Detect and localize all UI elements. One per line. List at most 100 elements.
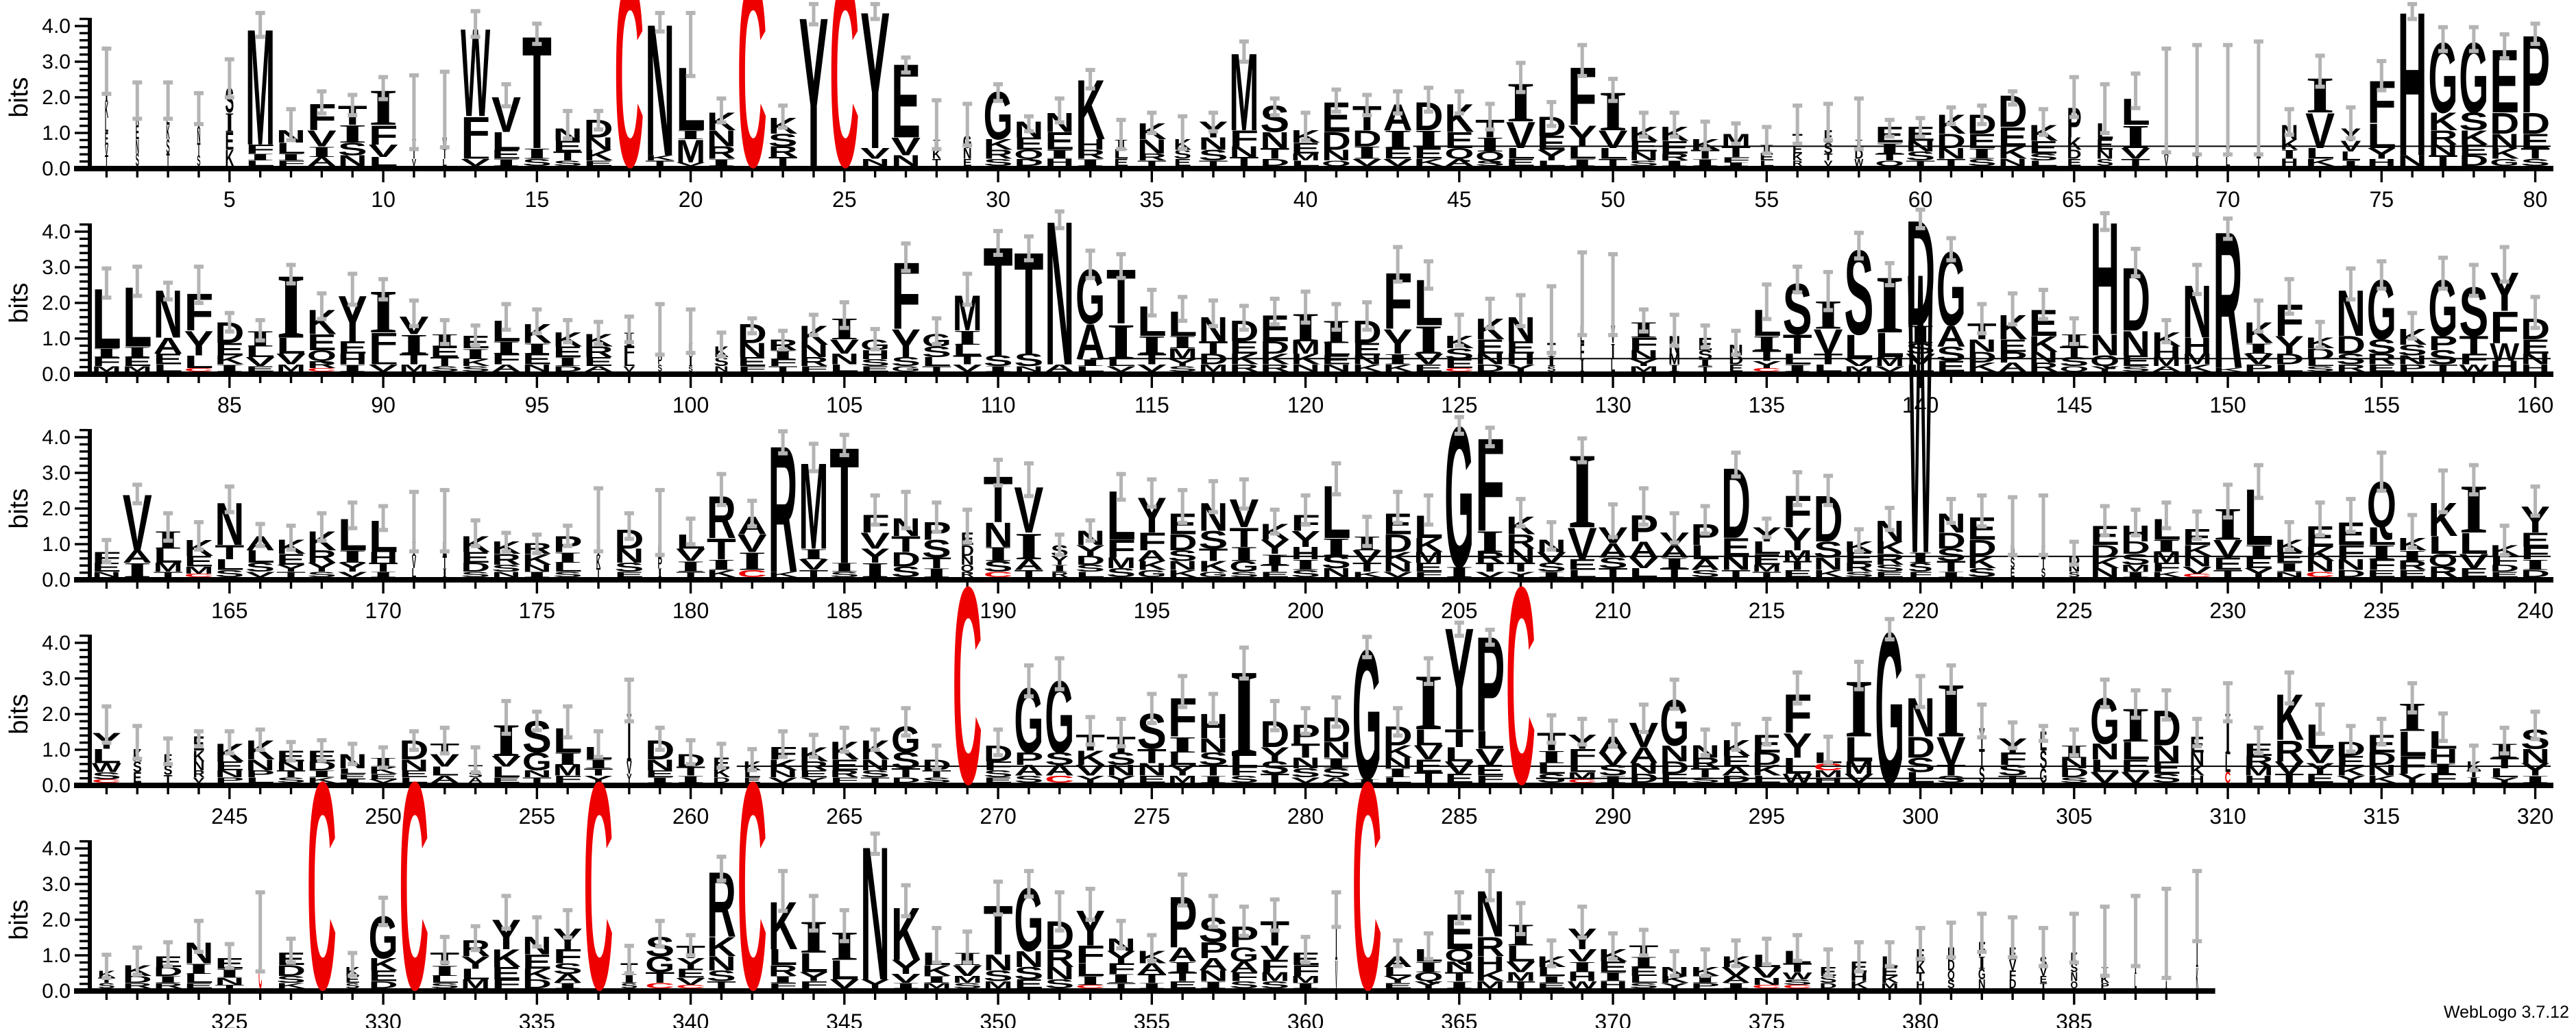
logo-letter-K: K [1998, 143, 2028, 162]
logo-letter-I: I [707, 556, 736, 573]
logo-letter-N: N [2121, 323, 2150, 363]
logo-letter-K: K [461, 357, 490, 368]
logo-letter-L: L [2305, 145, 2335, 162]
logo-letter-N: N [2059, 755, 2089, 772]
logo-letter-A: A [1629, 537, 1658, 563]
error-bar [934, 745, 938, 769]
logo-letter-S: S [1537, 772, 1566, 785]
logo-letter-L: L [1906, 769, 1935, 786]
logo-letter-E: E [1936, 358, 1966, 375]
logo-letter-T: T [707, 979, 736, 990]
logo-letter-F: F [829, 776, 859, 784]
logo-letter-F: F [1580, 339, 1584, 364]
logo-letter-C: C [1045, 774, 1074, 785]
error-bar [566, 706, 570, 737]
logo-letter-E: E [123, 355, 152, 369]
logo-letter-V: V [1106, 365, 1136, 373]
logo-letter-M: M [276, 363, 306, 374]
logo-letter-L: L [92, 745, 121, 768]
logo-letter-M: M [1506, 970, 1535, 983]
logo-letter-L: L [953, 342, 982, 359]
logo-letter-T: T [1906, 159, 1935, 167]
logo-letter-I: I [1568, 958, 1597, 975]
error-bar [1919, 927, 1923, 959]
logo-letter-K: K [1383, 742, 1413, 761]
error-bar [1642, 929, 1646, 955]
logo-letter-F: F [2009, 968, 2017, 982]
logo-letter-L: L [1752, 538, 1782, 557]
error-bar [781, 731, 785, 757]
error-bar [1795, 672, 1799, 703]
x-tick-label: 40 [1293, 187, 1318, 212]
x-tick-label: 105 [826, 393, 862, 417]
error-bar [2503, 247, 2507, 282]
error-bar [1396, 707, 1400, 735]
logo-letter-V: V [738, 530, 767, 558]
error-bar [627, 513, 631, 539]
logo-letter-T: T [1199, 546, 1228, 565]
error-bar [1611, 78, 1615, 101]
error-bar [2410, 313, 2414, 339]
logo-letter-V: V [338, 570, 367, 578]
error-bar [1119, 474, 1123, 500]
logo-letter-M: M [2152, 549, 2181, 566]
logo-letter-R: R [2274, 735, 2304, 768]
logo-letter-H: H [2520, 363, 2550, 374]
logo-letter-T: T [922, 554, 951, 572]
logo-letter-L: L [430, 974, 459, 985]
logo-letter-A: A [1936, 319, 1966, 353]
logo-letter-E: E [1444, 356, 1474, 370]
y-tick-label: 4.0 [42, 221, 71, 243]
error-bar [166, 942, 170, 966]
logo-letter-Y: Y [1076, 542, 1105, 559]
logo-letter-H: H [1814, 776, 1843, 784]
logo-letter-H: H [1916, 979, 1925, 990]
logo-letter-V: V [1076, 762, 1105, 779]
logo-letter-L: L [1537, 964, 1566, 978]
logo-letter-T: T [860, 776, 890, 784]
logo-letter-C: C [2183, 572, 2212, 578]
logo-letter-I: I [1599, 970, 1628, 984]
logo-letter-V: V [860, 145, 890, 162]
error-bar [166, 513, 170, 541]
logo-letter-S: S [1322, 766, 1351, 780]
logo-letter-E: E [1629, 138, 1658, 155]
logo-letter-V: V [1506, 114, 1535, 156]
logo-letter-H: H [2429, 745, 2458, 768]
logo-letter-S: S [215, 568, 244, 579]
error-bar [2472, 27, 2476, 51]
logo-letter-T: T [1998, 774, 2028, 785]
logo-letter-N: N [1721, 552, 1751, 574]
logo-letter-E: E [2213, 554, 2243, 574]
error-bar [104, 954, 108, 978]
error-bar [1119, 254, 1123, 278]
error-bar [1150, 935, 1154, 961]
logo-letter-S: S [1106, 566, 1136, 580]
error-bar [2472, 265, 2476, 296]
logo-letter-L: L [1383, 964, 1413, 978]
logo-letter-N: N [276, 759, 306, 772]
logo-letter-E: E [2121, 352, 2150, 369]
logo-letter-I: I [984, 365, 1013, 373]
logo-letter-T: T [1690, 147, 1720, 161]
error-bar [2534, 486, 2538, 515]
y-tick-label: 3.0 [42, 873, 71, 896]
logo-letter-S: S [984, 558, 1013, 575]
logo-letter-T: T [1698, 365, 1713, 373]
logo-letter-E: E [184, 553, 213, 570]
error-bar [1888, 262, 1892, 285]
logo-letter-L: L [623, 355, 635, 369]
logo-letter-M: M [984, 979, 1013, 990]
logo-letter-P: P [245, 768, 275, 779]
logo-letter-T: T [1014, 568, 1043, 579]
logo-letter-T: T [1814, 351, 1843, 368]
logo-letter-S: S [1045, 977, 1074, 991]
logo-letter-L: L [1875, 326, 1904, 365]
logo-letter-N: N [860, 157, 890, 168]
logo-letter-I: I [2196, 921, 2198, 978]
logo-letter-A: A [1690, 556, 1720, 574]
logo-letter-I: I [2225, 699, 2231, 768]
logo-letter-I: I [1537, 747, 1566, 767]
logo-letter-I: I [443, 565, 447, 580]
